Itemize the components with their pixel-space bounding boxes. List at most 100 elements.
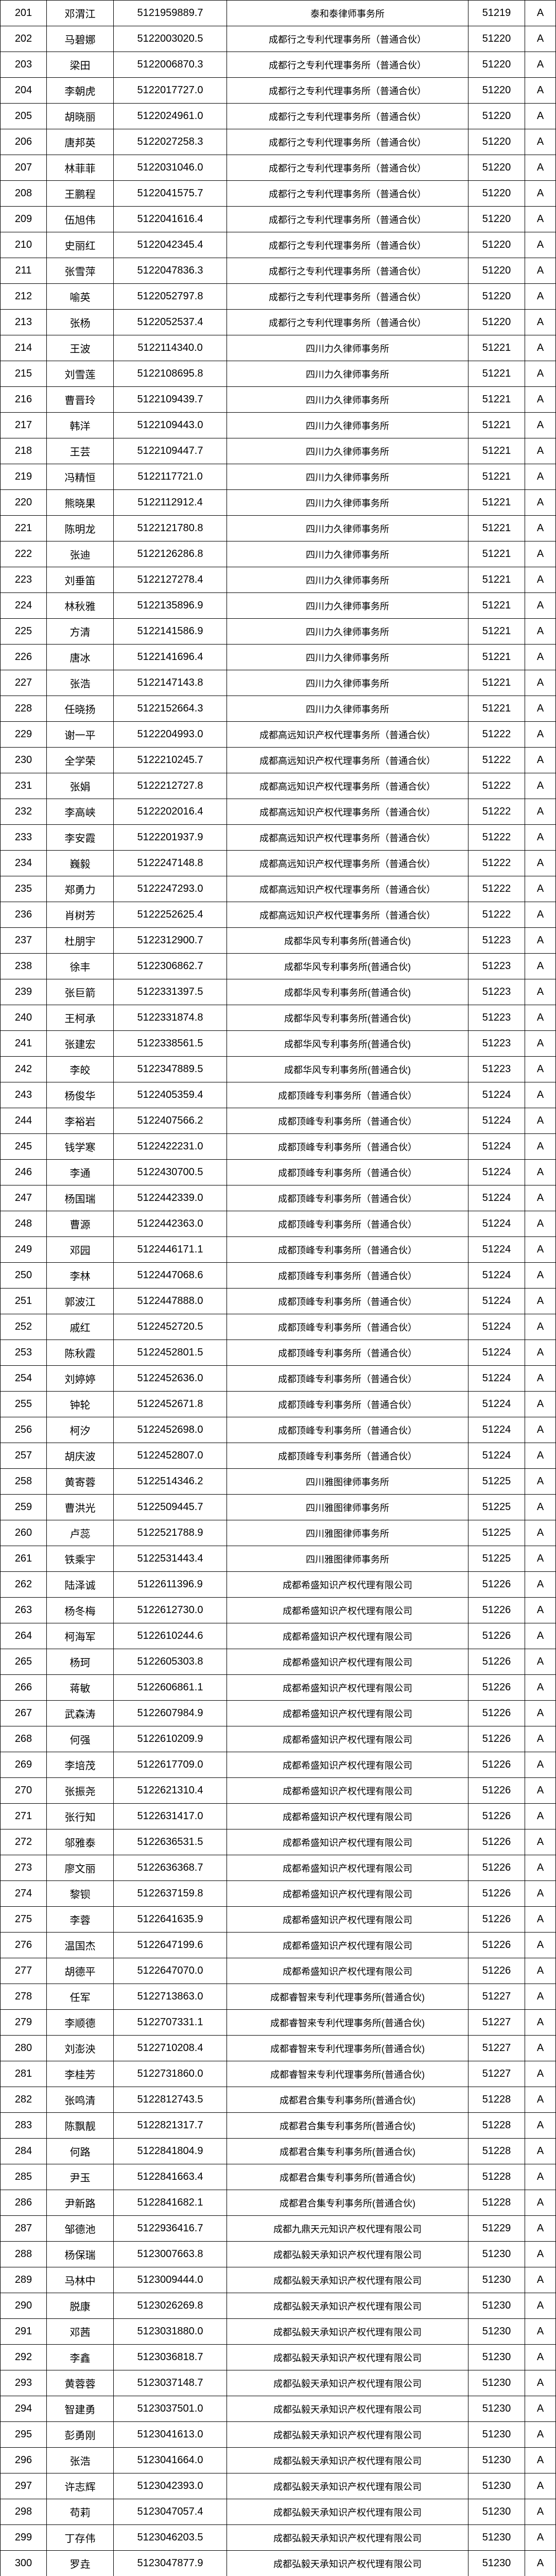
cell-firm: 成都华风专利事务所(普通合伙) xyxy=(227,928,468,954)
cell-grade: A xyxy=(525,1443,556,1469)
table-row: 212喻英5122052797.8成都行之专利代理事务所（普通合伙）51220A xyxy=(1,284,556,310)
cell-cert: 5122713863.0 xyxy=(114,1984,227,2010)
cell-code: 51226 xyxy=(468,1958,525,1984)
cell-cert: 5122936416.7 xyxy=(114,2216,227,2242)
table-row: 268何强5122610209.9成都希盛知识产权代理有限公司51226A xyxy=(1,1726,556,1752)
table-row: 245钱学寒5122422231.0成都顶峰专利事务所（普通合伙）51224A xyxy=(1,1134,556,1160)
cell-name: 李蓉 xyxy=(47,1907,114,1933)
cell-cert: 5122521788.9 xyxy=(114,1520,227,1546)
cell-cert: 5122710208.4 xyxy=(114,2036,227,2061)
cell-firm: 成都高远知识产权代理事务所（普通合伙） xyxy=(227,799,468,825)
cell-code: 51221 xyxy=(468,619,525,645)
cell-idx: 263 xyxy=(1,1598,47,1623)
cell-firm: 成都顶峰专利事务所（普通合伙） xyxy=(227,1211,468,1237)
cell-name: 曹洪光 xyxy=(47,1495,114,1520)
cell-code: 51226 xyxy=(468,1598,525,1623)
cell-cert: 5122141696.4 xyxy=(114,645,227,670)
cell-idx: 246 xyxy=(1,1160,47,1185)
cell-name: 杨俊华 xyxy=(47,1082,114,1108)
table-row: 274黎钡5122637159.8成都希盛知识产权代理有限公司51226A xyxy=(1,1881,556,1907)
cell-firm: 成都顶峰专利事务所（普通合伙） xyxy=(227,1108,468,1134)
cell-code: 51225 xyxy=(468,1546,525,1572)
cell-code: 51220 xyxy=(468,207,525,232)
table-row: 217韩洋5122109443.0四川力久律师事务所51221A xyxy=(1,413,556,438)
cell-code: 51222 xyxy=(468,825,525,851)
cell-cert: 5122202016.4 xyxy=(114,799,227,825)
cell-grade: A xyxy=(525,1933,556,1958)
cell-idx: 217 xyxy=(1,413,47,438)
table-row: 271张行知5122631417.0成都希盛知识产权代理有限公司51226A xyxy=(1,1804,556,1829)
cell-cert: 5123047877.9 xyxy=(114,2551,227,2576)
cell-cert: 5122121780.8 xyxy=(114,516,227,541)
cell-name: 陈明龙 xyxy=(47,516,114,541)
cell-name: 李通 xyxy=(47,1160,114,1185)
cell-name: 任晓扬 xyxy=(47,696,114,722)
cell-cert: 5122201937.9 xyxy=(114,825,227,851)
cell-grade: A xyxy=(525,155,556,181)
cell-idx: 297 xyxy=(1,2473,47,2499)
cell-grade: A xyxy=(525,1495,556,1520)
cell-cert: 5122812743.5 xyxy=(114,2087,227,2113)
cell-grade: A xyxy=(525,1726,556,1752)
table-row: 231张娟5122212727.8成都高远知识产权代理事务所（普通合伙）5122… xyxy=(1,773,556,799)
table-row: 270张振尧5122621310.4成都希盛知识产权代理有限公司51226A xyxy=(1,1778,556,1804)
cell-name: 唐冰 xyxy=(47,645,114,670)
cell-firm: 四川力久律师事务所 xyxy=(227,670,468,696)
cell-code: 51223 xyxy=(468,1057,525,1082)
cell-name: 黄蓉蓉 xyxy=(47,2370,114,2396)
cell-code: 51222 xyxy=(468,902,525,928)
cell-grade: A xyxy=(525,1675,556,1701)
cell-code: 51224 xyxy=(468,1237,525,1263)
cell-firm: 四川力久律师事务所 xyxy=(227,645,468,670)
cell-firm: 成都弘毅天承知识产权代理有限公司 xyxy=(227,2267,468,2293)
cell-name: 彭勇刚 xyxy=(47,2422,114,2448)
cell-firm: 成都华风专利事务所(普通合伙) xyxy=(227,1057,468,1082)
cell-firm: 成都顶峰专利事务所（普通合伙） xyxy=(227,1340,468,1366)
cell-grade: A xyxy=(525,78,556,104)
cell-grade: A xyxy=(525,1340,556,1366)
cell-grade: A xyxy=(525,541,556,567)
cell-cert: 5122135896.9 xyxy=(114,593,227,619)
cell-grade: A xyxy=(525,696,556,722)
cell-grade: A xyxy=(525,1829,556,1855)
cell-code: 51224 xyxy=(468,1340,525,1366)
cell-code: 51223 xyxy=(468,928,525,954)
cell-idx: 201 xyxy=(1,1,47,26)
cell-firm: 成都睿智来专利代理事务所(普通合伙) xyxy=(227,2036,468,2061)
cell-firm: 成都君合集专利事务所(普通合伙) xyxy=(227,2190,468,2216)
cell-idx: 285 xyxy=(1,2164,47,2190)
cell-firm: 成都行之专利代理事务所（普通合伙） xyxy=(227,52,468,78)
cell-firm: 四川力久律师事务所 xyxy=(227,387,468,413)
cell-name: 邹德池 xyxy=(47,2216,114,2242)
cell-grade: A xyxy=(525,2267,556,2293)
cell-code: 51230 xyxy=(468,2345,525,2370)
cell-cert: 5122641635.9 xyxy=(114,1907,227,1933)
cell-code: 51220 xyxy=(468,129,525,155)
cell-cert: 5122247148.8 xyxy=(114,851,227,876)
table-row: 272邬雅泰5122636531.5成都希盛知识产权代理有限公司51226A xyxy=(1,1829,556,1855)
table-row: 297许志辉5123042393.0成都弘毅天承知识产权代理有限公司51230A xyxy=(1,2473,556,2499)
cell-idx: 213 xyxy=(1,310,47,335)
table-row: 287邹德池5122936416.7成都九鼎天元知识产权代理有限公司51229A xyxy=(1,2216,556,2242)
cell-grade: A xyxy=(525,1185,556,1211)
cell-grade: A xyxy=(525,2345,556,2370)
cell-cert: 5123047057.4 xyxy=(114,2499,227,2525)
table-row: 227张浩5122147143.8四川力久律师事务所51221A xyxy=(1,670,556,696)
cell-firm: 四川力久律师事务所 xyxy=(227,464,468,490)
table-row: 205胡晓丽5122024961.0成都行之专利代理事务所（普通合伙）51220… xyxy=(1,104,556,129)
table-row: 296张浩5123041664.0成都弘毅天承知识产权代理有限公司51230A xyxy=(1,2448,556,2473)
cell-cert: 5121959889.7 xyxy=(114,1,227,26)
registry-table: 201邓渭江5121959889.7泰和泰律师事务所51219A202马碧娜51… xyxy=(0,0,556,2576)
cell-cert: 5122447888.0 xyxy=(114,1289,227,1314)
cell-idx: 238 xyxy=(1,954,47,979)
cell-name: 李裕岩 xyxy=(47,1108,114,1134)
cell-firm: 四川力久律师事务所 xyxy=(227,541,468,567)
cell-grade: A xyxy=(525,1417,556,1443)
cell-cert: 5122126286.8 xyxy=(114,541,227,567)
cell-name: 李桂芳 xyxy=(47,2061,114,2087)
table-row: 201邓渭江5121959889.7泰和泰律师事务所51219A xyxy=(1,1,556,26)
cell-grade: A xyxy=(525,2216,556,2242)
table-row: 237杜朋宇5122312900.7成都华风专利事务所(普通合伙)51223A xyxy=(1,928,556,954)
cell-code: 51222 xyxy=(468,851,525,876)
cell-code: 51226 xyxy=(468,1726,525,1752)
